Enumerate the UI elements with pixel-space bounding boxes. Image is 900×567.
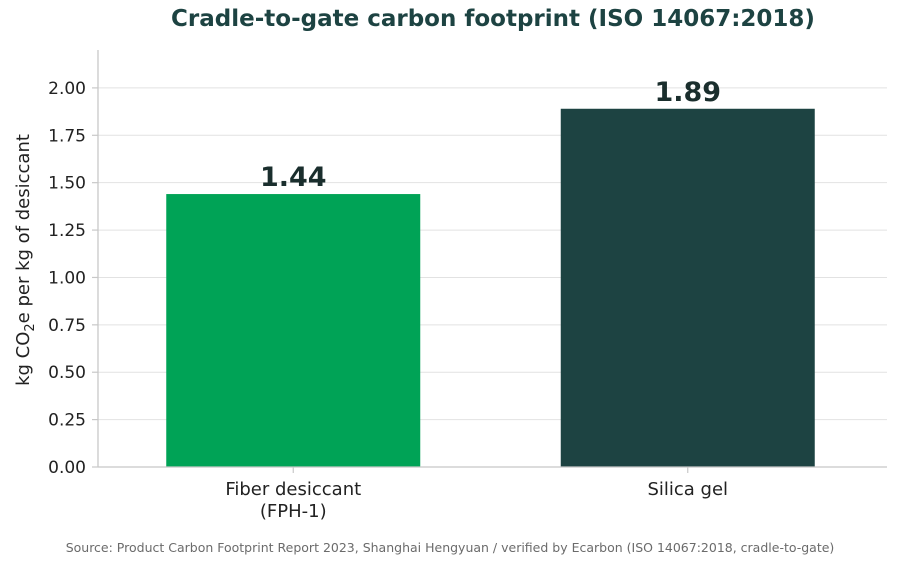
bar xyxy=(166,194,421,467)
category-label: Silica gel xyxy=(647,479,728,500)
chart-title: Cradle-to-gate carbon footprint (ISO 140… xyxy=(171,6,815,32)
category-label: (FPH-1) xyxy=(260,501,327,522)
bar-value-label: 1.44 xyxy=(260,162,327,193)
y-tick-label: 0.00 xyxy=(48,458,86,478)
y-tick-label: 0.50 xyxy=(48,363,86,383)
bar-value-label: 1.89 xyxy=(654,77,721,108)
bars xyxy=(166,108,815,467)
y-tick-label: 2.00 xyxy=(48,79,86,99)
y-tick-label: 1.75 xyxy=(48,126,86,146)
y-tick-label: 0.75 xyxy=(48,316,86,336)
y-tick-label: 1.00 xyxy=(48,268,86,288)
y-tick-label: 1.25 xyxy=(48,221,86,241)
value-labels: 1.44 1.89 xyxy=(260,77,721,193)
y-tick-label: 0.25 xyxy=(48,411,86,431)
axes xyxy=(97,50,887,468)
source-note: Source: Product Carbon Footprint Report … xyxy=(65,540,835,555)
bar xyxy=(560,108,815,467)
y-axis-title: kg CO2e per kg of desiccant xyxy=(13,134,38,386)
y-ticks: 0.00 0.25 0.50 0.75 1.00 1.25 1.50 1.75 2.00 xyxy=(48,79,98,478)
category-label: Fiber desiccant xyxy=(225,479,361,500)
y-tick-label: 1.50 xyxy=(48,174,86,194)
category-labels: Fiber desiccant(FPH-1) Silica gel xyxy=(225,467,728,522)
